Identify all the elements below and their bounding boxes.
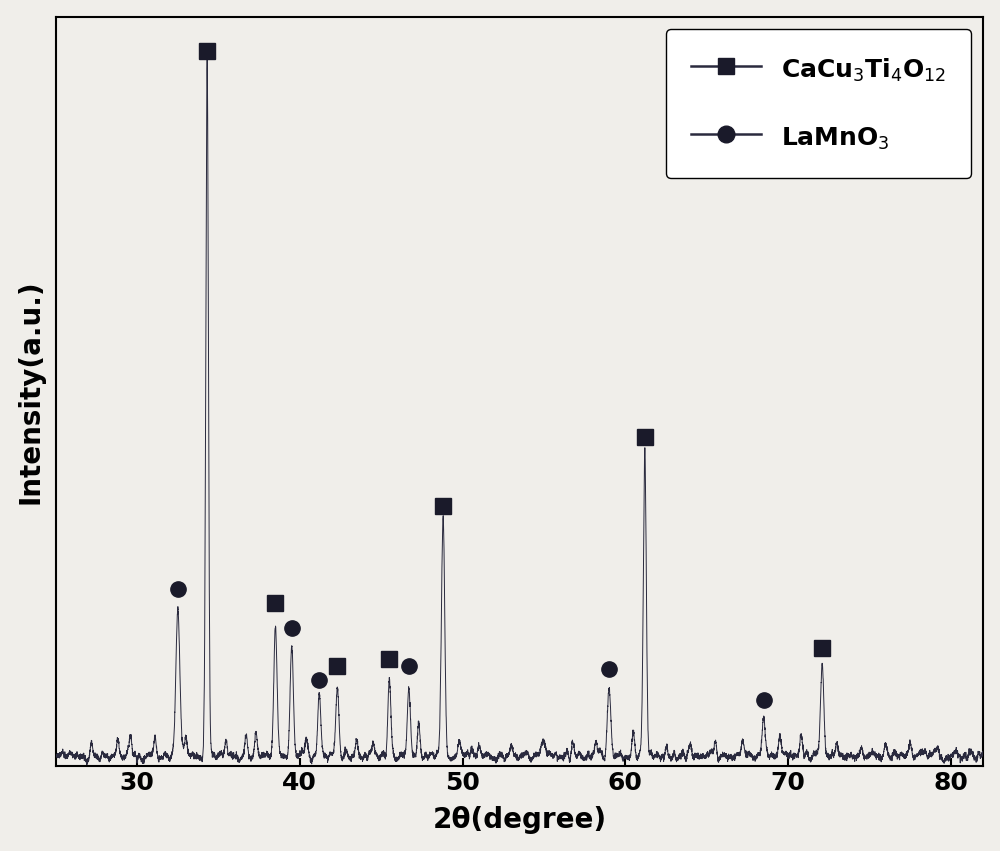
Y-axis label: Intensity(a.u.): Intensity(a.u.) — [17, 279, 45, 504]
X-axis label: 2θ(degree): 2θ(degree) — [432, 807, 607, 834]
Legend: CaCu$_3$Ti$_4$O$_{12}$, LaMnO$_3$: CaCu$_3$Ti$_4$O$_{12}$, LaMnO$_3$ — [666, 29, 971, 178]
